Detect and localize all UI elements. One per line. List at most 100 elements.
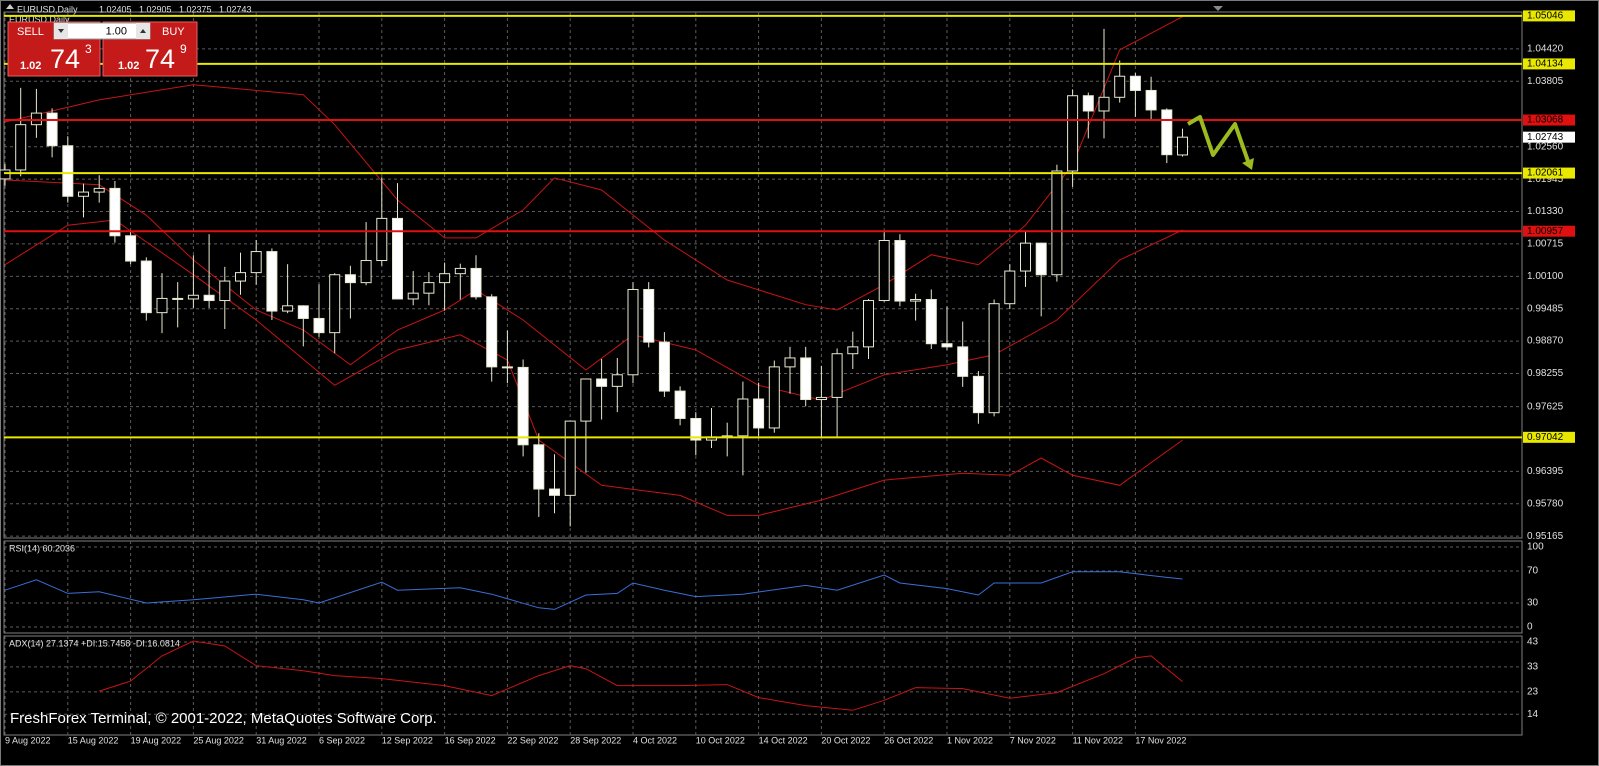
y-tick-label: 100 [1527, 542, 1544, 553]
ohlc-open: 1.02405 [99, 4, 132, 14]
candle-body [360, 260, 372, 284]
panel-frame [3, 11, 1523, 539]
panel-frame [3, 540, 1523, 634]
y-tick-label: 1.02560 [1527, 141, 1564, 152]
level-label: 1.03068 [1527, 115, 1564, 126]
candle-body [344, 274, 356, 284]
symbol-icon [6, 4, 14, 9]
candle-body [423, 282, 435, 294]
candle-body [957, 346, 969, 377]
level-label: 1.00957 [1527, 226, 1564, 237]
candle-body [517, 366, 529, 446]
y-tick-label: 30 [1527, 598, 1539, 609]
candle-body [501, 366, 513, 369]
candle-body [753, 398, 765, 429]
candle-body [972, 375, 984, 414]
candle-body [46, 112, 58, 147]
candle-body [1114, 75, 1126, 98]
indicator-line [99, 640, 1183, 711]
candle-body [1067, 95, 1079, 172]
x-tick-label: 6 Sep 2022 [319, 735, 365, 745]
y-tick-label: 33 [1527, 662, 1539, 673]
y-tick-label: 0.96395 [1527, 466, 1564, 477]
candle-body [1035, 242, 1047, 276]
x-tick-label: 4 Oct 2022 [633, 735, 677, 745]
candle-body [533, 444, 545, 490]
candle-body [1129, 75, 1141, 91]
x-tick-label: 19 Aug 2022 [131, 735, 182, 745]
candle-body [863, 300, 874, 348]
x-tick-label: 28 Sep 2022 [570, 735, 621, 745]
x-tick-label: 26 Oct 2022 [884, 735, 933, 745]
y-tick-label: 0 [1527, 622, 1533, 633]
forecast-arrow [1186, 115, 1254, 170]
candle-body [1004, 270, 1016, 305]
candle-body [1145, 89, 1157, 111]
candle-body [580, 378, 592, 422]
shift-marker [1213, 6, 1223, 11]
panel-title: ADX(14) 27.1374 +DI:15.7458 -DI:16.0814 [9, 638, 180, 648]
candle-body [1051, 170, 1063, 276]
y-tick-label: 1.01330 [1527, 206, 1564, 217]
candle-body [172, 297, 184, 300]
candle-body [878, 240, 890, 302]
y-tick-label: 1.03805 [1527, 76, 1564, 87]
candle-body [674, 390, 686, 419]
sell-label[interactable]: SELL [17, 26, 44, 38]
level-box [1523, 167, 1575, 179]
candle-body [392, 217, 403, 300]
candle-body [297, 305, 309, 319]
bid-big: 1.02 [20, 60, 41, 72]
ohlc-close: 1.02743 [219, 4, 252, 14]
symbol-title: EURUSD,Daily [17, 4, 78, 14]
candle-body [203, 294, 215, 302]
candle-body [313, 317, 325, 334]
level-label: 1.02061 [1527, 168, 1564, 179]
candle-body [1098, 96, 1110, 112]
x-tick-label: 7 Nov 2022 [1010, 735, 1056, 745]
y-tick-label: 0.99485 [1527, 303, 1564, 314]
x-tick-label: 10 Oct 2022 [696, 735, 745, 745]
lot-field[interactable] [53, 22, 151, 40]
x-tick-label: 14 Oct 2022 [759, 735, 808, 745]
candle-body [454, 267, 466, 275]
buy-label[interactable]: BUY [162, 26, 185, 38]
candle-body [658, 341, 670, 392]
y-tick-label: 14 [1527, 709, 1539, 720]
candle-body [690, 417, 702, 441]
candle-body [831, 353, 843, 398]
candle-body [266, 251, 278, 312]
x-tick-label: 20 Oct 2022 [821, 735, 870, 745]
candle-body [1082, 95, 1094, 112]
candle-body [219, 280, 231, 302]
lot-value[interactable]: 1.00 [106, 25, 127, 37]
ask-big: 1.02 [118, 60, 139, 72]
candle-body [1177, 136, 1188, 156]
candle-body [784, 357, 796, 368]
candle-body [627, 288, 639, 376]
level-box [1523, 225, 1575, 237]
y-tick-label: 0.95780 [1527, 498, 1564, 509]
candle-body [235, 272, 246, 282]
x-tick-label: 12 Sep 2022 [382, 735, 433, 745]
candle-body [988, 303, 1000, 414]
y-tick-label: 23 [1527, 686, 1539, 697]
candle-body [910, 298, 922, 302]
candle-body [125, 235, 137, 262]
candle-body [78, 191, 89, 197]
candle-body [737, 398, 749, 437]
candle-body [439, 273, 451, 284]
candle-body [62, 145, 74, 197]
y-tick-label: 0.98255 [1527, 368, 1564, 379]
candle-body [30, 112, 42, 126]
current-price: 1.02743 [1527, 132, 1564, 143]
y-tick-label: 0.95165 [1527, 531, 1564, 542]
plot-area: 1.044201.038051.025601.019451.013301.007… [0, 10, 1575, 745]
y-tick-label: 1.00715 [1527, 239, 1564, 250]
down-arrow [58, 29, 64, 33]
candle-body [941, 343, 953, 348]
candle-body [376, 217, 388, 262]
level-label: 0.97042 [1527, 432, 1564, 443]
